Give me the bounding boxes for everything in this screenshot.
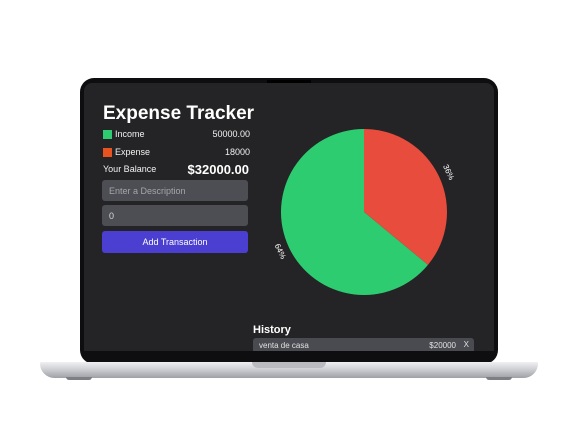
pie-slice-expense: [364, 129, 447, 265]
income-swatch: [103, 129, 112, 139]
add-transaction-button[interactable]: Add Transaction: [102, 231, 248, 253]
history-item-description: venta de casa: [259, 341, 309, 350]
laptop-base: [40, 362, 538, 378]
laptop-foot-right: [486, 377, 512, 380]
history-item: venta de casa $20000 X: [253, 338, 474, 351]
expense-legend: Expense: [103, 146, 150, 158]
income-label: Income: [115, 129, 145, 139]
income-legend: Income: [103, 128, 145, 140]
expense-value: 18000: [224, 147, 250, 157]
expense-swatch: [103, 147, 112, 157]
income-value: 50000.00: [212, 129, 250, 139]
pie-chart: 36% 64%: [273, 129, 456, 295]
pie-slice-income: [281, 129, 428, 295]
pie-label-expense: 36%: [441, 163, 456, 181]
pie-label-income: 64%: [273, 242, 288, 260]
amount-input[interactable]: 0: [102, 205, 248, 226]
description-input[interactable]: Enter a Description: [102, 180, 248, 201]
history-item-amount: $20000: [429, 341, 456, 350]
balance-value: $32000.00: [187, 162, 249, 177]
app-screen: Expense Tracker Income 50000.00 Expense …: [84, 83, 494, 351]
trackpad-notch: [252, 362, 326, 368]
delete-button[interactable]: X: [463, 340, 469, 349]
history-title: History: [253, 324, 291, 336]
app-title: Expense Tracker: [103, 103, 255, 124]
laptop-foot-left: [66, 377, 92, 380]
expense-label: Expense: [115, 147, 151, 157]
balance-label: Your Balance: [103, 164, 157, 174]
